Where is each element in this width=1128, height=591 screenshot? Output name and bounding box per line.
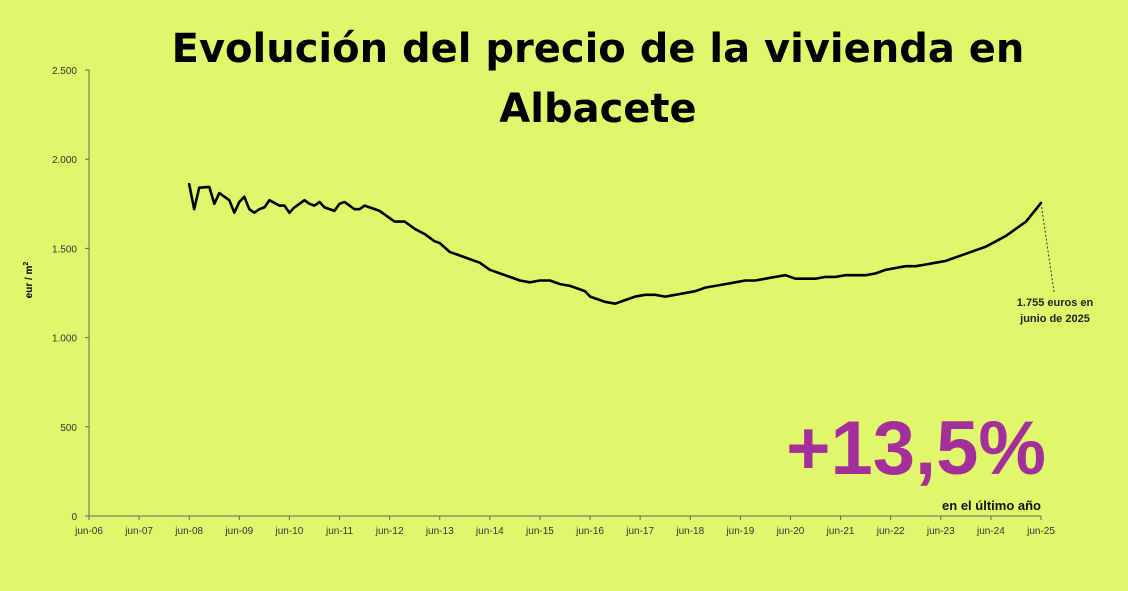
- y-tick-label: 1.000: [52, 334, 77, 345]
- x-tick-label: jun-16: [575, 526, 604, 537]
- x-tick-label: jun-14: [475, 526, 504, 537]
- headline-value: +13,5%: [786, 406, 1046, 491]
- y-axis-ticks: 0 500 1.000 1.500 2.000 2.500: [52, 66, 89, 523]
- x-tick-label: jun-06: [74, 526, 103, 537]
- series-line: [187, 182, 1043, 306]
- x-tick-label: jun-23: [926, 526, 955, 537]
- x-tick-label: jun-08: [174, 526, 203, 537]
- y-tick-label: 500: [60, 423, 77, 434]
- y-tick-label: 2.000: [52, 155, 77, 166]
- y-tick-label: 2.500: [52, 66, 77, 77]
- y-tick-label: 1.500: [52, 244, 77, 255]
- x-tick-label: jun-10: [275, 526, 304, 537]
- x-tick-label: jun-07: [124, 526, 153, 537]
- x-axis-ticks: jun-06 jun-07 jun-08 jun-09 jun-10 jun-11 jun-…: [74, 516, 1055, 537]
- x-tick-label: jun-22: [876, 526, 905, 537]
- annotation-leader-line: [1040, 202, 1055, 293]
- x-tick-label: jun-24: [976, 526, 1005, 537]
- x-tick-label: jun-20: [776, 526, 805, 537]
- x-tick-label: jun-12: [375, 526, 404, 537]
- x-tick-label: jun-15: [525, 526, 554, 537]
- x-tick-label: jun-13: [425, 526, 454, 537]
- headline-subtitle: en el último año: [942, 498, 1041, 513]
- x-tick-label: jun-18: [675, 526, 704, 537]
- x-tick-label: jun-09: [224, 526, 253, 537]
- chart-title-line-2: Albacete: [499, 86, 696, 132]
- x-tick-label: jun-19: [725, 526, 754, 537]
- x-tick-label: jun-21: [826, 526, 855, 537]
- svg-text:eur / m2: eur / m2: [23, 262, 35, 299]
- y-tick-label: 0: [71, 512, 77, 523]
- y-axis-label-superscript: 2: [23, 262, 30, 266]
- series-layer: [187, 182, 1043, 306]
- chart-title-line-1: Evolución del precio de la vivienda en: [172, 26, 1025, 72]
- y-axis-label-text: eur / m: [24, 265, 35, 298]
- annotation-line-1: 1.755 euros en: [1017, 297, 1094, 309]
- x-tick-label: jun-17: [625, 526, 654, 537]
- annotation-line-2: junio de 2025: [1019, 313, 1090, 325]
- x-tick-label: jun-25: [1026, 526, 1055, 537]
- x-tick-label: jun-11: [325, 526, 353, 537]
- y-axis-label: eur / m2: [23, 262, 35, 299]
